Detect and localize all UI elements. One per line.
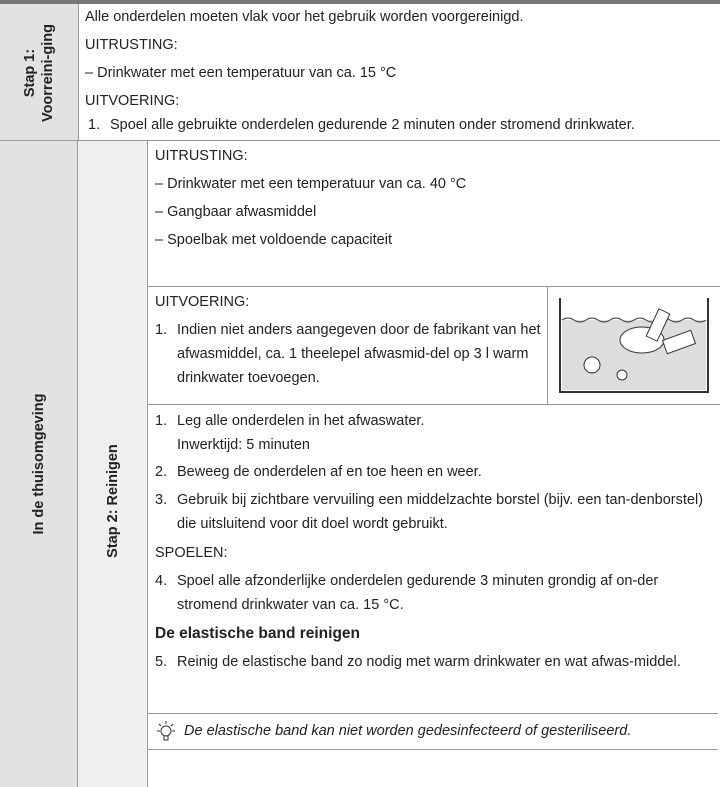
- num: 3.: [155, 492, 168, 508]
- sub-text: Inwerktijd: 5 minuten: [177, 437, 310, 453]
- list-item: – Drinkwater met een temperatuur van ca.…: [155, 176, 467, 192]
- divider: [148, 713, 718, 714]
- num: 2.: [155, 464, 168, 480]
- note: De elastische band kan niet worden gedes…: [184, 723, 632, 739]
- step: 4. Spoel alle afzonderlijke onderdelen ge…: [155, 569, 715, 617]
- step1-label-cell: [0, 4, 79, 140]
- step: 3. Gebruik bij zichtbare vervuiling een m…: [155, 488, 715, 536]
- text: Reinig de elastische band zo nodig met w…: [177, 654, 681, 670]
- text: Leg alle onderdelen in het afwaswater.: [177, 413, 425, 429]
- env-cell: [0, 141, 78, 787]
- num: 1.: [155, 413, 168, 429]
- divider: [148, 404, 720, 405]
- num: 1.: [155, 322, 168, 338]
- num: 4.: [155, 573, 168, 589]
- divider: [148, 286, 720, 287]
- heading: UITVOERING:: [85, 93, 180, 109]
- illustration: [559, 298, 709, 393]
- text: Alle onderdelen moeten vlak voor het geb…: [85, 9, 524, 25]
- text: Beweeg de onderdelen af en toe heen en w…: [177, 464, 482, 480]
- num: 1.: [88, 117, 101, 133]
- step1-label: Stap 1: Voorreini-ging: [22, 24, 56, 123]
- text: Indien niet anders aangegeven door de fa…: [177, 322, 541, 386]
- list-item: – Gangbaar afwasmiddel: [155, 204, 317, 220]
- step: 1. Spoel alle gebruikte onderdelen gedure…: [88, 113, 635, 137]
- step: 5. Reinig de elastische band zo nodig met…: [155, 650, 715, 674]
- step: 2. Beweeg de onderdelen af en toe heen en…: [155, 460, 715, 484]
- divider: [148, 749, 718, 750]
- num: 5.: [155, 654, 168, 670]
- step2-label: Stap 2: Reinigen: [105, 444, 121, 558]
- heading: UITVOERING:: [155, 294, 250, 310]
- heading: UITRUSTING:: [85, 37, 178, 53]
- text: Gebruik bij zichtbare vervuiling een mid…: [177, 492, 704, 532]
- top-bar: [0, 0, 720, 4]
- step: 1. Indien niet anders aangegeven door de …: [155, 318, 545, 390]
- text: Spoel alle gebruikte onderdelen gedurend…: [110, 117, 635, 133]
- text: Spoel alle afzonderlijke onderdelen gedu…: [177, 573, 659, 613]
- step2-label-cell: [78, 141, 148, 787]
- env-label: In de thuisomgeving: [31, 393, 47, 535]
- step: 1. Leg alle onderdelen in het afwaswater.…: [155, 409, 715, 457]
- heading: UITRUSTING:: [155, 148, 248, 164]
- row-divider: [0, 140, 720, 141]
- heading: SPOELEN:: [155, 545, 228, 561]
- list-item: – Drinkwater met een temperatuur van ca.…: [85, 65, 397, 81]
- list-item: – Spoelbak met voldoende capaciteit: [155, 232, 392, 248]
- subheading: De elastische band reinigen: [155, 625, 361, 642]
- tip-icon: [157, 721, 175, 741]
- divider: [547, 286, 548, 404]
